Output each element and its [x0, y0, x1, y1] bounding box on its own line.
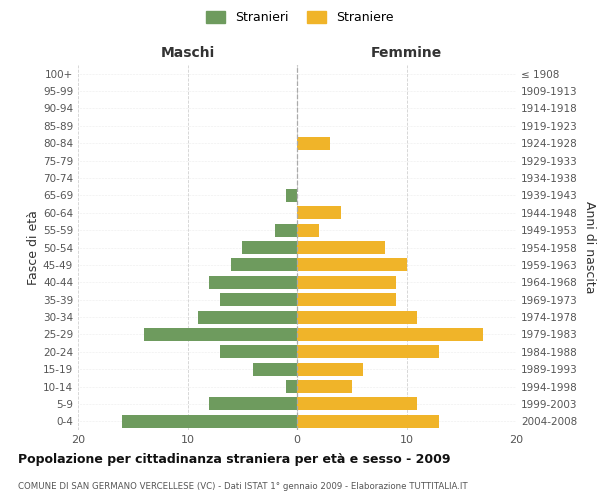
Bar	[286, 189, 297, 202]
Bar	[297, 276, 395, 289]
Y-axis label: Fasce di età: Fasce di età	[27, 210, 40, 285]
Bar	[297, 380, 352, 393]
Bar	[297, 293, 395, 306]
Bar	[122, 415, 297, 428]
Legend: Stranieri, Straniere: Stranieri, Straniere	[202, 6, 398, 29]
Bar	[253, 362, 297, 376]
Bar	[297, 258, 407, 272]
Bar	[297, 224, 319, 236]
Bar	[220, 293, 297, 306]
Bar	[297, 328, 483, 341]
Text: COMUNE DI SAN GERMANO VERCELLESE (VC) - Dati ISTAT 1° gennaio 2009 - Elaborazion: COMUNE DI SAN GERMANO VERCELLESE (VC) - …	[18, 482, 467, 491]
Bar	[199, 310, 297, 324]
Bar	[297, 241, 385, 254]
Bar	[220, 346, 297, 358]
Bar	[297, 415, 439, 428]
Bar	[232, 258, 297, 272]
Bar	[297, 206, 341, 220]
Bar	[275, 224, 297, 236]
Bar	[297, 346, 439, 358]
Y-axis label: Anni di nascita: Anni di nascita	[583, 201, 596, 294]
Bar	[144, 328, 297, 341]
Bar	[209, 276, 297, 289]
Bar	[286, 380, 297, 393]
Bar	[297, 310, 418, 324]
Bar	[242, 241, 297, 254]
Bar	[209, 398, 297, 410]
Bar	[297, 362, 362, 376]
Text: Popolazione per cittadinanza straniera per età e sesso - 2009: Popolazione per cittadinanza straniera p…	[18, 452, 451, 466]
Bar	[297, 398, 418, 410]
Bar	[297, 136, 330, 149]
